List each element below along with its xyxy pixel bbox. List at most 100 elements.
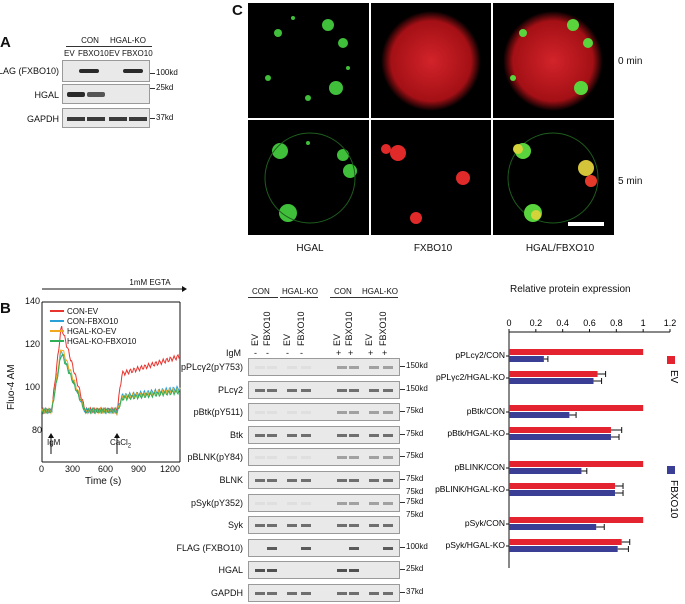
blot-strip [248, 358, 400, 376]
band [369, 592, 379, 595]
legend-label: FBXO10 [668, 480, 679, 519]
band [301, 433, 311, 437]
blot-row-label: FLAG (FXBO10) [176, 542, 243, 553]
x-tick-label: 0.6 [583, 318, 596, 328]
micrograph-fbxo10-5min [371, 120, 491, 235]
band [287, 501, 297, 505]
panel-label-b: B [0, 300, 11, 317]
band [255, 501, 265, 505]
band [383, 388, 393, 392]
bar [509, 356, 544, 362]
lane-label: FBXO10 [378, 311, 388, 346]
band [287, 388, 297, 392]
lane-label: FBXO10 [344, 311, 354, 346]
calcium-trace-plot [41, 286, 187, 463]
blot-row-label: pBLNK(pY84) [187, 452, 243, 463]
bar [509, 412, 570, 418]
group-label: CON [81, 36, 99, 45]
igm-sign: - [254, 348, 257, 358]
category-label: pBLINK/CON [454, 462, 505, 472]
mw-marker: 150kd [406, 383, 428, 393]
band [301, 546, 311, 550]
micro-col-label: HGAL [296, 243, 324, 254]
mw-marker: 37kd [156, 113, 174, 122]
group-label: HGAL-KO [109, 36, 146, 45]
x-tick-label: 1.2 [664, 318, 677, 328]
band [369, 411, 379, 415]
trace-legend: CON-EV CON-FBXO10 HGAL-KO-EV HGAL-KO-FBX… [50, 306, 136, 346]
igm-sign: + [348, 348, 354, 358]
legend-item: HGAL-KO-FBXO10 [50, 336, 136, 346]
mw-tick [400, 433, 405, 435]
legend-item: CON-FBXO10 [50, 316, 136, 326]
band [337, 411, 347, 415]
micro-row-label: 5 min [618, 176, 643, 187]
trace-line [41, 353, 181, 415]
igm-sign: - [266, 348, 269, 358]
mw-marker: 75kd [406, 487, 424, 496]
egta-label: 1mM EGTA [129, 278, 171, 287]
xtick-label: 900 [131, 464, 147, 474]
blot-row-label: HGAL [34, 90, 59, 100]
lane-label: EV [332, 333, 342, 346]
lane-label: FBXO10 [78, 49, 109, 58]
mw-marker: 75kd [406, 496, 424, 506]
band [109, 117, 127, 121]
ytick-label: 80 [32, 425, 43, 435]
mw-marker: 150kd [406, 361, 428, 370]
lane-label: EV [364, 333, 374, 346]
igm-sign: - [286, 348, 289, 358]
band [383, 366, 393, 369]
band [267, 433, 277, 437]
igm-arrow-label: IgM [47, 438, 61, 447]
band [383, 501, 393, 505]
band [369, 433, 379, 437]
band [383, 524, 393, 528]
group-label: HGAL-KO [282, 287, 319, 296]
bar [509, 546, 618, 552]
x-tick-label: 1 [641, 318, 646, 328]
band [301, 388, 311, 392]
band [337, 388, 347, 392]
mw-tick [400, 569, 405, 571]
lane-label: EV [250, 333, 260, 346]
blot-row-label: GAPDH [26, 114, 59, 124]
band [383, 411, 393, 415]
band [349, 456, 359, 460]
blot-row-label: FLAG (FXBO10) [0, 66, 59, 76]
blot-strip [248, 425, 400, 444]
band [267, 456, 277, 460]
blot-row-label: Syk [227, 520, 243, 531]
lane-label: EV [109, 49, 120, 58]
blot-row-label: PLcγ2 [217, 384, 243, 395]
x-axis-label: Time (s) [85, 476, 122, 487]
blot-strip [62, 60, 150, 82]
band [349, 546, 359, 550]
lane-label: FBXO10 [262, 311, 272, 346]
category-label: pSyk/CON [465, 518, 505, 528]
band [383, 479, 393, 482]
band [383, 546, 393, 550]
mw-tick [150, 118, 155, 119]
band [369, 479, 379, 482]
band [349, 569, 359, 573]
bar [509, 461, 644, 467]
band [349, 592, 359, 595]
band [349, 433, 359, 437]
bar [509, 405, 644, 411]
mw-tick [400, 411, 405, 413]
band [255, 524, 265, 528]
blot-strip [248, 493, 400, 512]
band [369, 524, 379, 528]
band [287, 592, 297, 595]
band [255, 456, 265, 460]
band [87, 92, 105, 97]
band [383, 433, 393, 437]
band [349, 411, 359, 415]
y-axis-label: Fluo-4 AM [6, 364, 17, 410]
band [267, 366, 277, 369]
mw-tick [150, 88, 155, 89]
mw-marker: 75kd [406, 428, 424, 438]
band [301, 456, 311, 460]
group-underline [280, 297, 318, 298]
